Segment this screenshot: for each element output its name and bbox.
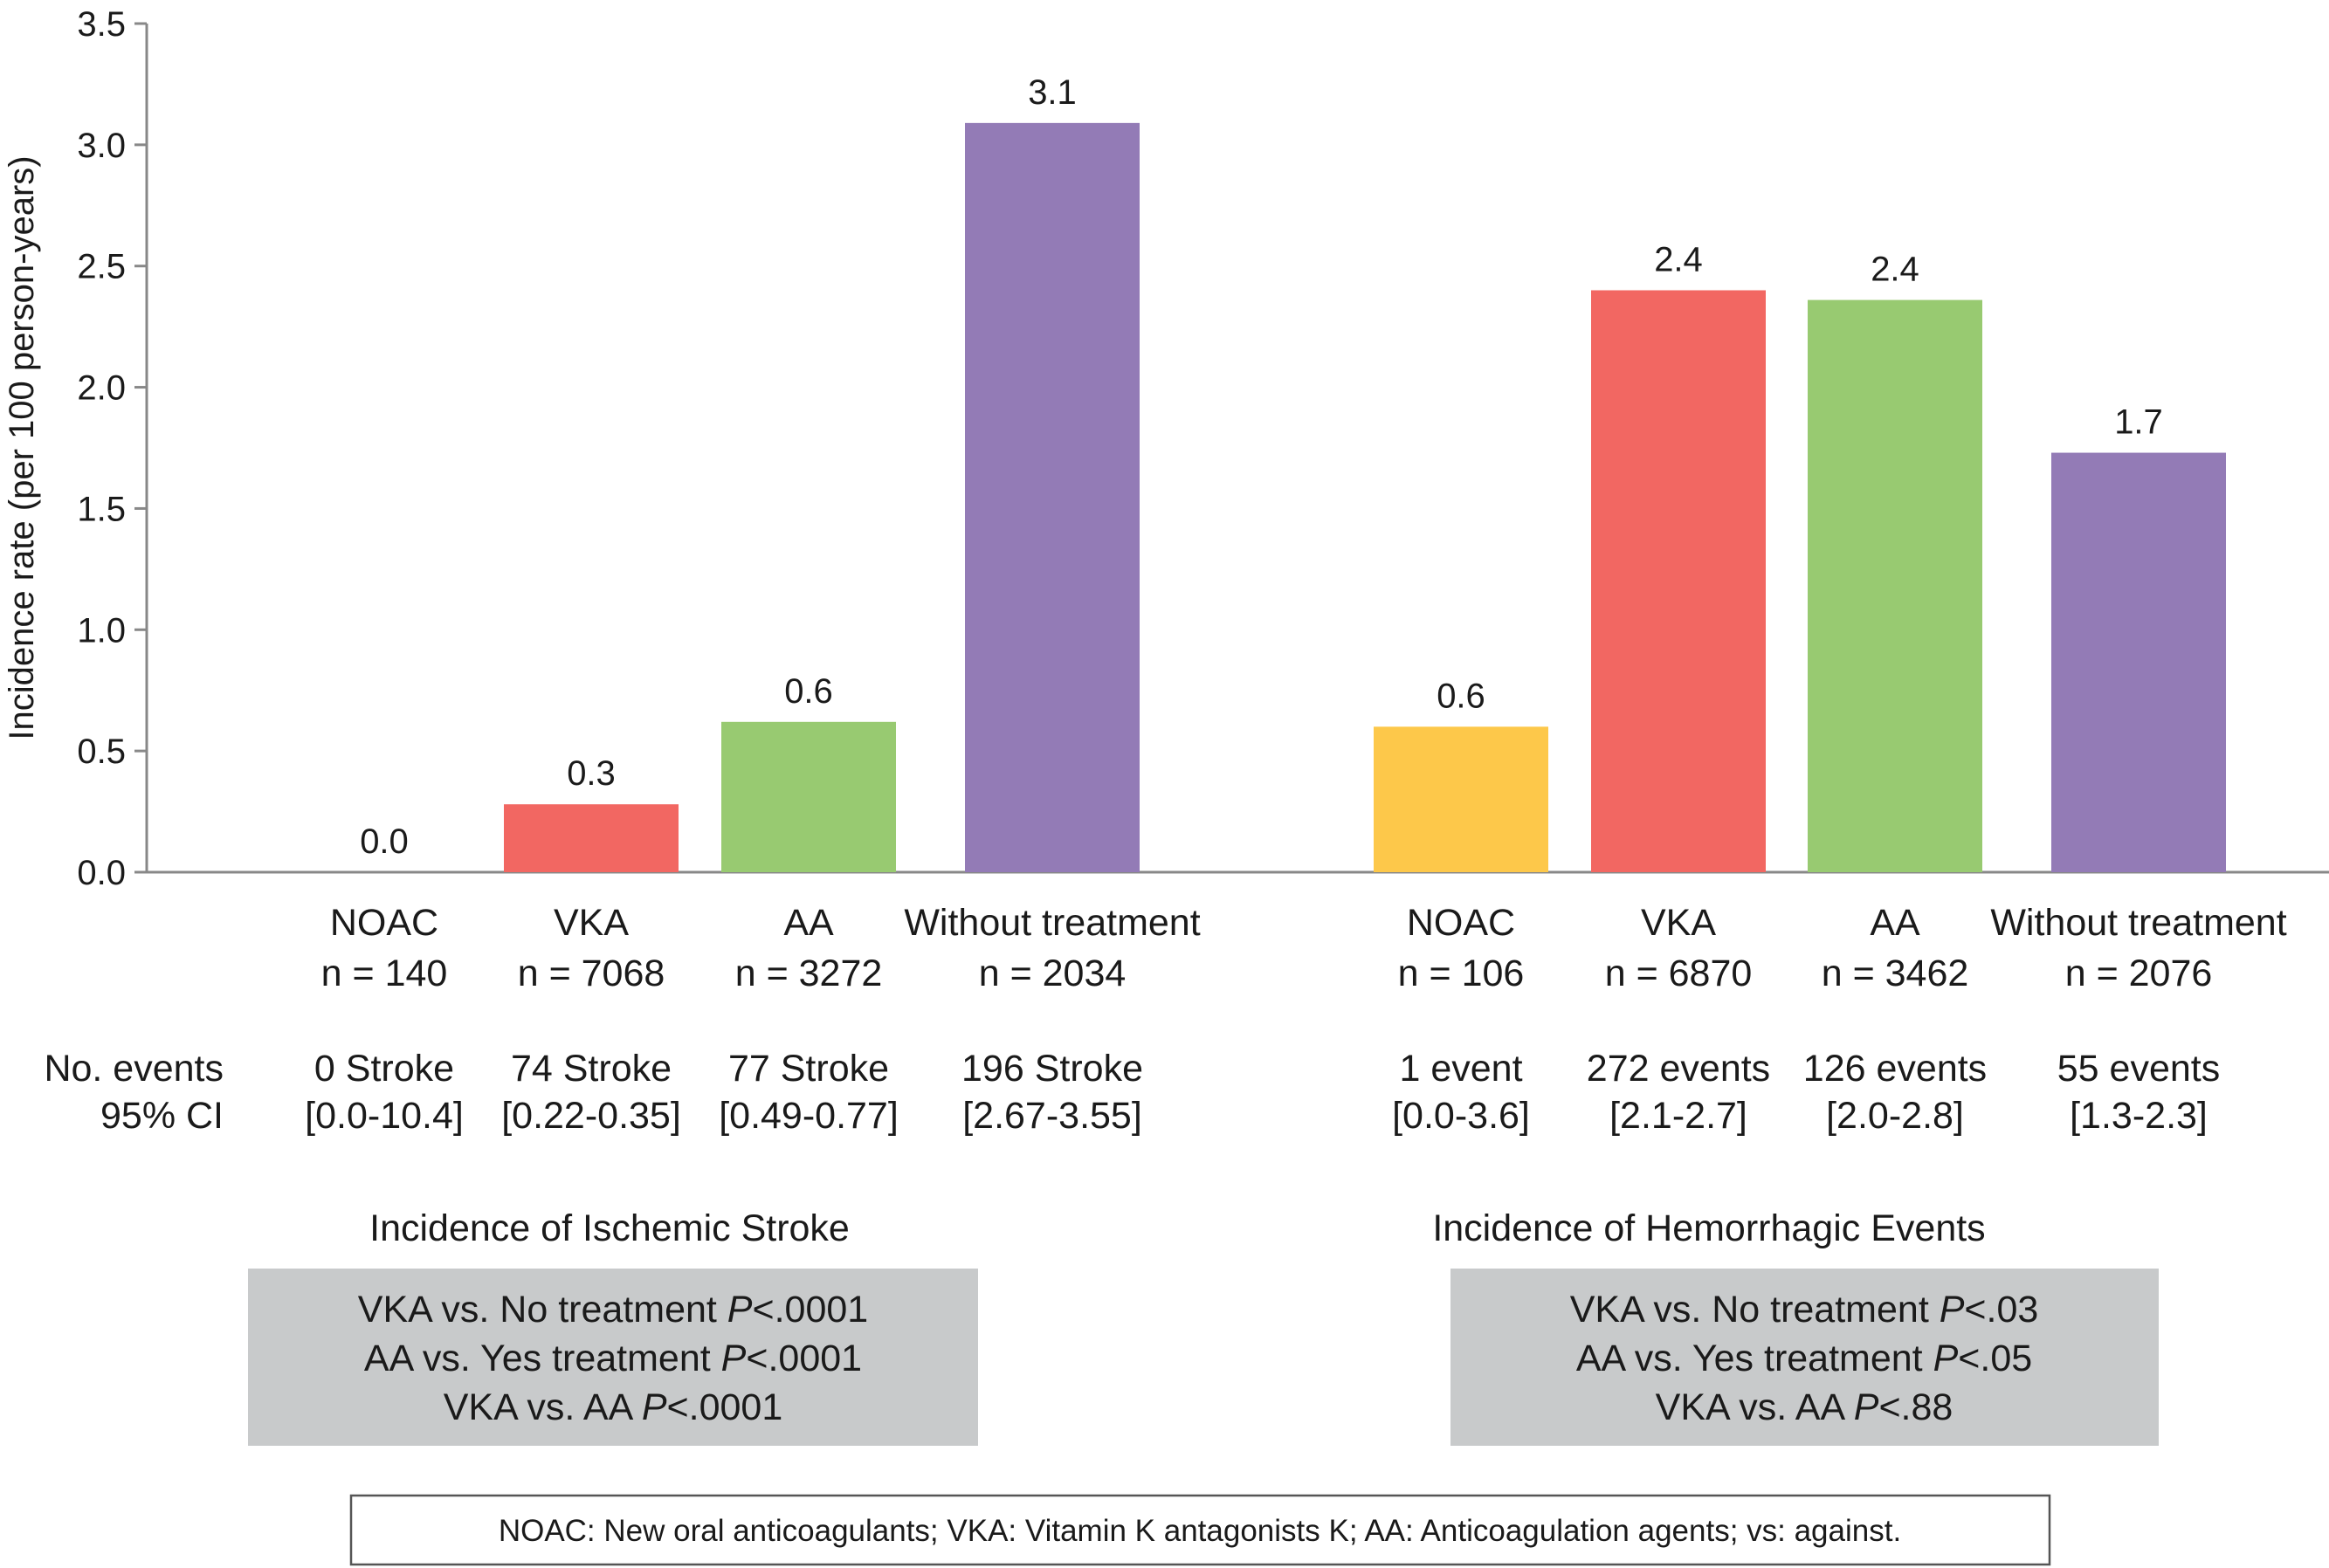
bar: [1591, 290, 1766, 872]
ci-label: [2.67-3.55]: [962, 1095, 1142, 1137]
ci-label: [0.0-10.4]: [305, 1095, 464, 1137]
category-label: VKA: [1641, 902, 1716, 944]
footnote-box: [349, 1494, 2051, 1566]
sample-size-label: n = 7068: [518, 952, 665, 994]
y-tick-label: 0.5: [77, 732, 126, 771]
y-tick-label: 3.0: [77, 127, 126, 165]
pvalue-box: [248, 1269, 978, 1446]
bar-value-label: 0.3: [567, 754, 616, 793]
events-label: 77 Stroke: [728, 1048, 889, 1090]
ci-label: [1.3-2.3]: [2070, 1095, 2208, 1137]
bar-value-label: 3.1: [1028, 73, 1077, 112]
category-label: AA: [1870, 902, 1920, 944]
category-label: NOAC: [1407, 902, 1515, 944]
pvalue-line: AA vs. Yes treatment P<.0001: [364, 1338, 862, 1379]
category-label: VKA: [554, 902, 629, 944]
y-tick-label: 1.0: [77, 611, 126, 650]
sample-size-label: n = 106: [1398, 952, 1525, 994]
pvalue-line: AA vs. Yes treatment P<.05: [1576, 1338, 2032, 1379]
category-label: AA: [783, 902, 834, 944]
bar-value-label: 1.7: [2114, 403, 2163, 442]
events-label: 272 events: [1587, 1048, 1770, 1090]
y-tick-label: 0.0: [77, 854, 126, 892]
footnote-text: NOAC: New oral anticoagulants; VKA: Vita…: [499, 1514, 1901, 1548]
ci-label: [0.0-3.6]: [1392, 1095, 1530, 1137]
pvalue-line: VKA vs. AA P<.0001: [444, 1386, 782, 1428]
sample-size-label: n = 3272: [735, 952, 883, 994]
events-label: 74 Stroke: [511, 1048, 672, 1090]
sample-size-label: n = 3462: [1822, 952, 1969, 994]
bar-value-label: 0.6: [784, 672, 833, 711]
pvalue-box: [1450, 1269, 2159, 1446]
bar-value-label: 2.4: [1871, 251, 1919, 289]
bar: [2051, 452, 2226, 872]
bar: [1374, 726, 1548, 872]
ci-label: [0.22-0.35]: [501, 1095, 681, 1137]
category-label: Without treatment: [1990, 902, 2286, 944]
sample-size-label: n = 2034: [979, 952, 1127, 994]
y-tick-label: 1.5: [77, 490, 126, 528]
y-tick-label: 2.0: [77, 369, 126, 408]
panel-title: Incidence of Hemorrhagic Events: [1432, 1207, 1985, 1249]
sample-size-label: n = 6870: [1605, 952, 1753, 994]
ci-label: [2.0-2.8]: [1826, 1095, 1964, 1137]
bar-value-label: 0.6: [1437, 677, 1485, 715]
pvalue-line: VKA vs. AA P<.88: [1656, 1386, 1953, 1428]
y-tick-label: 3.5: [77, 5, 126, 44]
sample-size-label: n = 2076: [2065, 952, 2213, 994]
bar: [504, 804, 679, 872]
ci-label: [0.49-0.77]: [719, 1095, 899, 1137]
events-label: 1 event: [1399, 1048, 1522, 1090]
sample-size-label: n = 140: [321, 952, 448, 994]
events-label: 196 Stroke: [961, 1048, 1143, 1090]
row-label-events: No. events: [44, 1048, 224, 1090]
bar: [721, 721, 896, 872]
y-tick-label: 2.5: [77, 248, 126, 286]
bar: [1808, 299, 1982, 872]
events-label: 126 events: [1803, 1048, 1987, 1090]
pvalue-line: VKA vs. No treatment P<.0001: [358, 1289, 868, 1331]
events-label: 55 events: [2057, 1048, 2220, 1090]
y-axis-title: Incidence rate (per 100 person-years): [3, 155, 41, 739]
category-label: NOAC: [330, 902, 438, 944]
row-label-ci: 95% CI: [100, 1095, 224, 1137]
bar: [965, 122, 1140, 872]
events-label: 0 Stroke: [314, 1048, 454, 1090]
panel-title: Incidence of Ischemic Stroke: [369, 1207, 850, 1249]
pvalue-line: VKA vs. No treatment P<.03: [1570, 1289, 2039, 1331]
ci-label: [2.1-2.7]: [1609, 1095, 1747, 1137]
bar-value-label: 2.4: [1654, 240, 1703, 279]
bar-value-label: 0.0: [360, 822, 409, 861]
category-label: Without treatment: [904, 902, 1200, 944]
